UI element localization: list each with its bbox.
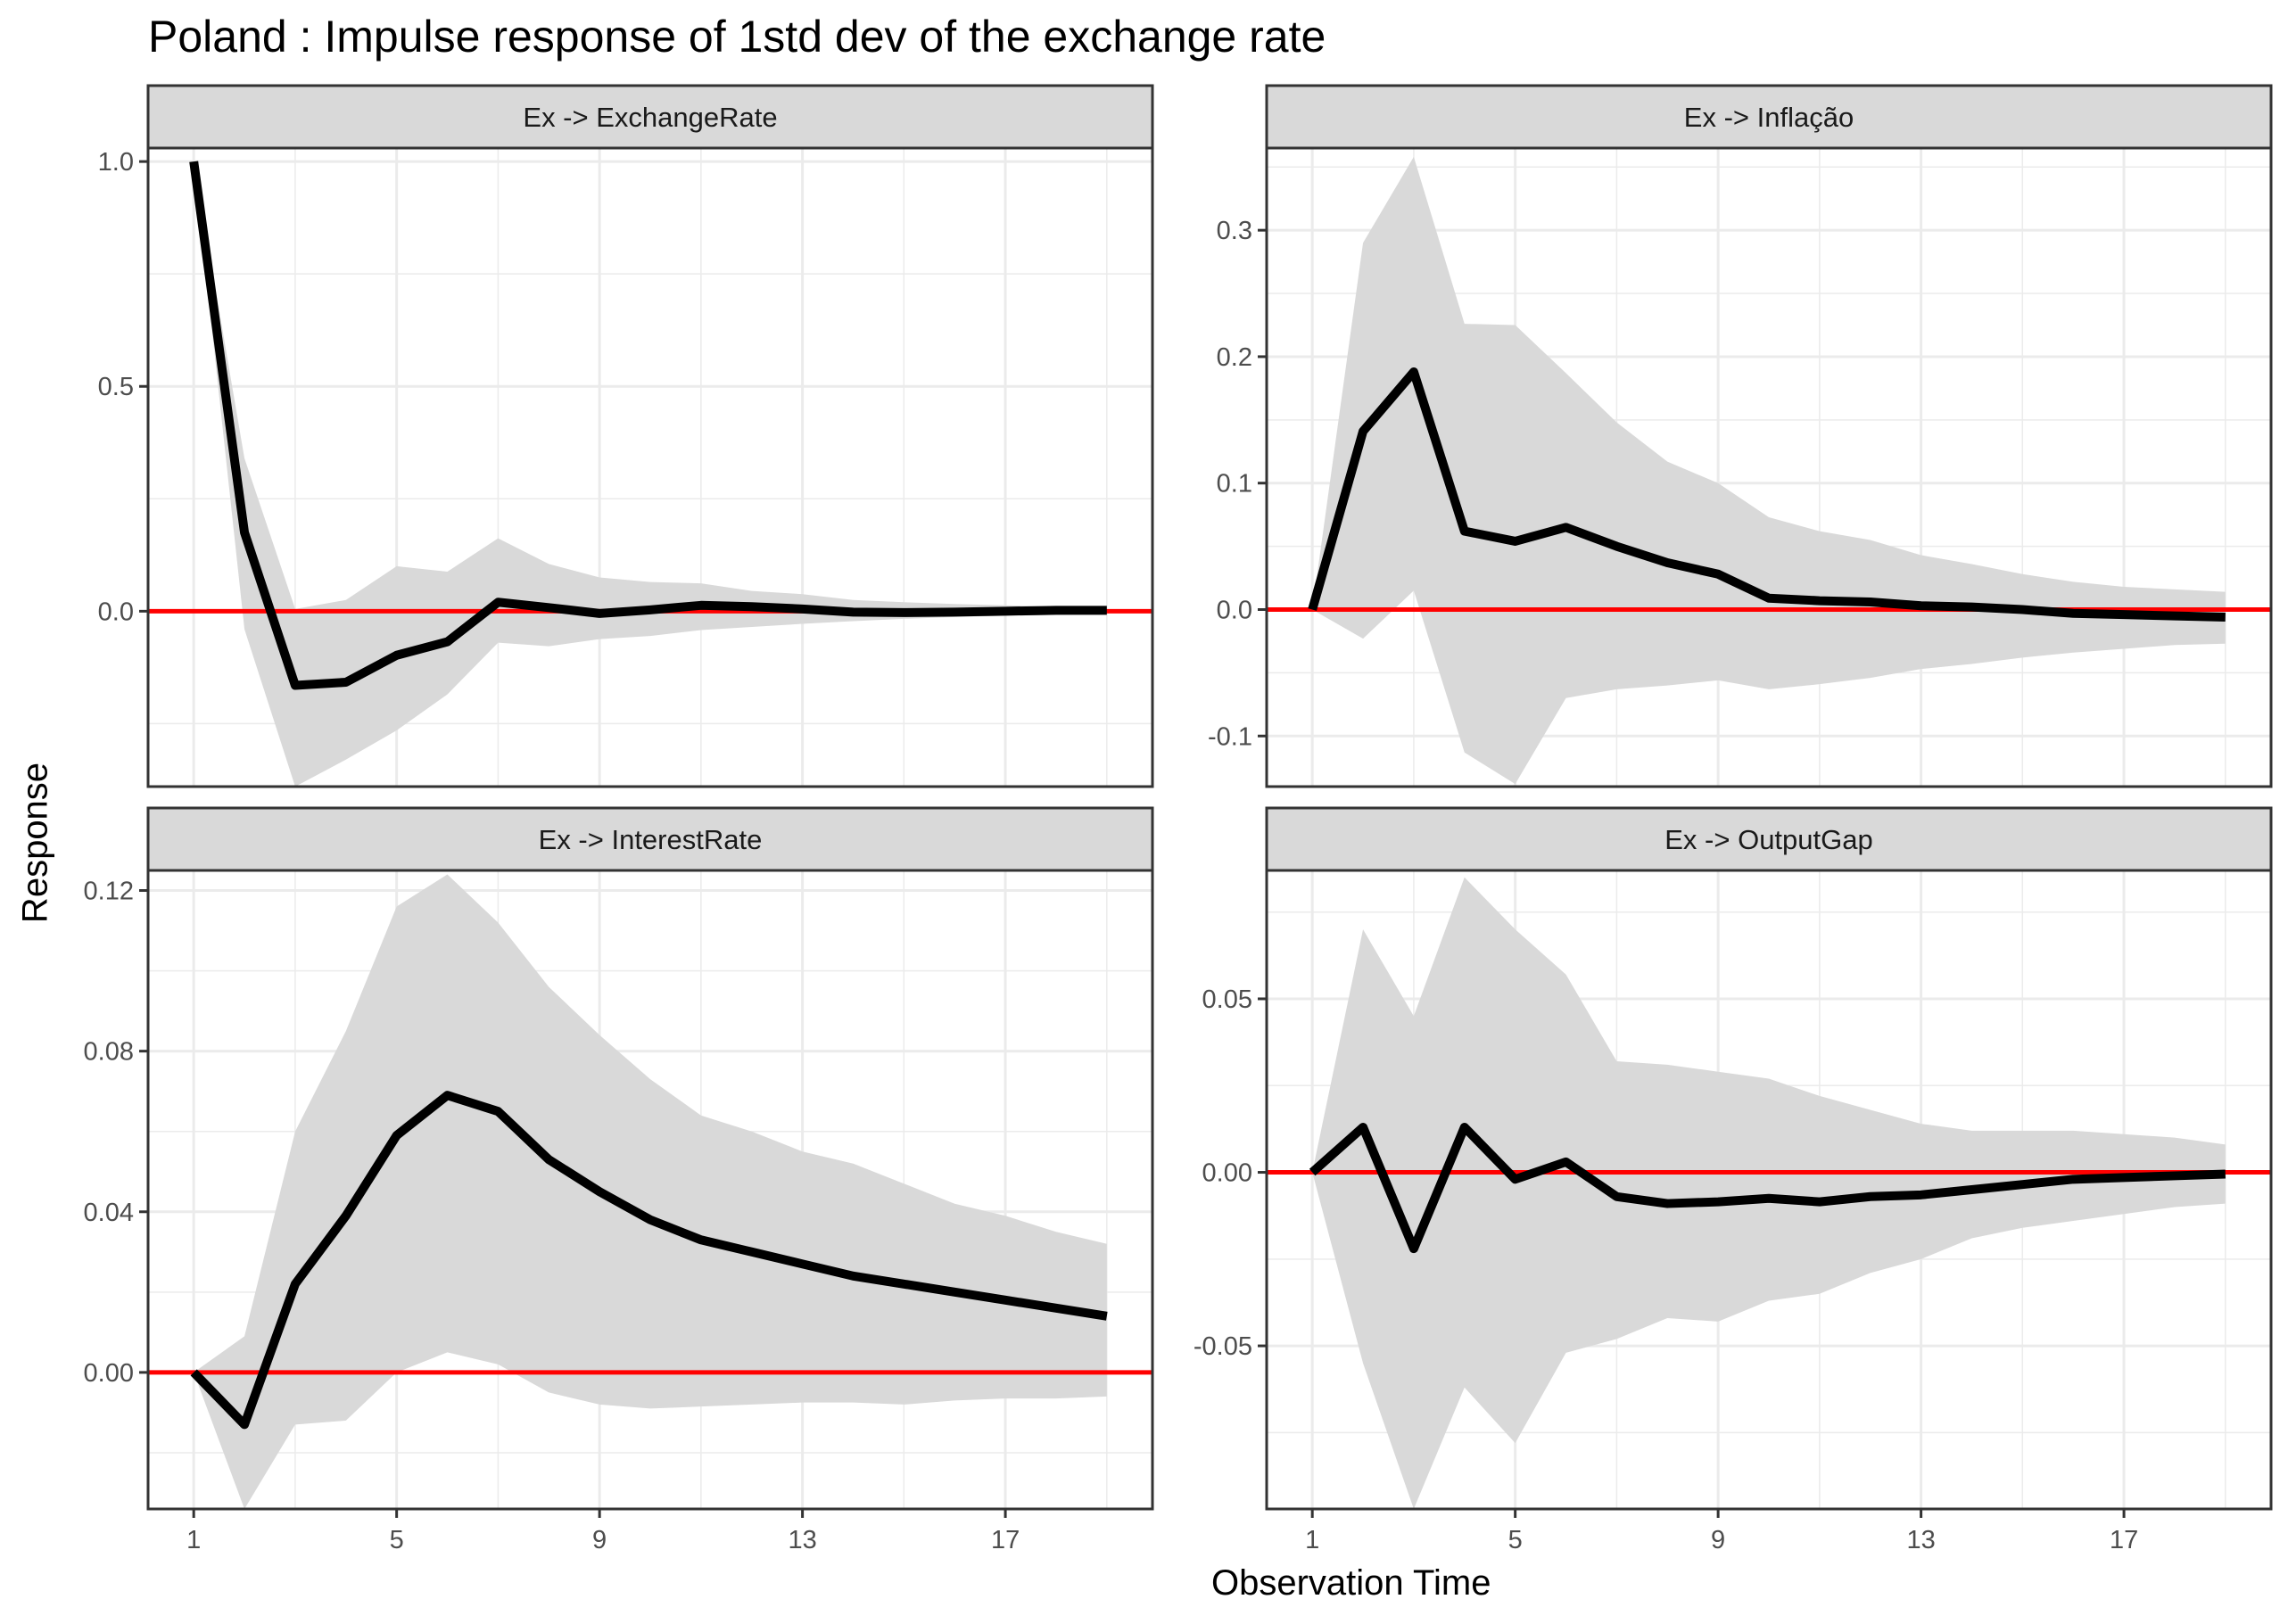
facet-panel-4: Ex -> OutputGap -0.05 0.00 0.05 1 5 9 13 17 [1194,806,2273,1554]
x-tick-label: 5 [390,1526,404,1554]
y-tick-label: 0.3 [1217,217,1252,245]
x-tick-label: 17 [2110,1526,2138,1554]
facet-strip-label: Ex -> ExchangeRate [523,102,777,133]
facet-strip [1265,806,2273,872]
confidence-band [194,874,1107,1509]
x-tick-label: 5 [1508,1526,1523,1554]
x-tick-label: 13 [788,1526,816,1554]
facet-strip [146,84,1154,150]
facet-panel-1: Ex -> ExchangeRate 0.0 0.5 1.0 [98,84,1154,788]
panel-data [148,161,1152,787]
confidence-band [1312,877,2226,1509]
y-tick-label: 0.1 [1217,470,1252,499]
y-tick-label: 0.05 [1202,985,1252,1014]
y-tick-label: 0.08 [84,1038,134,1067]
facet-strip [1265,84,2273,150]
panel-data [1267,156,2271,785]
y-tick-label: 0.00 [1202,1159,1252,1188]
x-tick-label: 9 [1711,1526,1725,1554]
x-tick-label: 9 [592,1526,607,1554]
facet-panel-3: Ex -> InterestRate 0.00 0.04 0.08 0.12 1 5 9 13 1… [84,806,1154,1554]
response-line [190,1091,1108,1430]
y-tick-label: 0.5 [98,373,134,401]
x-axis-label: Observation Time [1211,1563,1491,1603]
y-tick-label: -0.05 [1194,1332,1252,1361]
y-tick-label: 0.04 [84,1199,134,1227]
y-tick-label: -0.1 [1208,722,1252,751]
confidence-band [194,161,1107,787]
x-tick-label: 1 [1305,1526,1319,1554]
facet-strip-label: Ex -> InterestRate [539,824,763,855]
facet-strip-label: Ex -> Inflação [1684,102,1854,133]
response-line [1308,367,2226,622]
x-tick-label: 13 [1906,1526,1935,1554]
response-line [189,161,1107,690]
response-line [1309,1122,2226,1254]
facet-strip [146,806,1154,872]
confidence-band [1312,156,2226,785]
y-tick-label: 0.12 [84,878,134,906]
facet-strip-label: Ex -> OutputGap [1664,824,1872,855]
panel-data [1267,877,2271,1509]
y-tick-label: 1.0 [98,148,134,177]
y-tick-label: 0.0 [98,598,134,626]
x-tick-label: 17 [991,1526,1020,1554]
y-tick-label: 0.2 [1217,343,1252,372]
x-tick-label: 1 [186,1526,201,1554]
panel-data [148,874,1152,1509]
chart-title: Poland : Impulse response of 1std dev of… [148,12,1326,62]
facet-panel-2: Ex -> Inflação -0.1 0.0 0.1 0.2 0.3 [1208,84,2273,788]
y-tick-label: 0.0 [1217,597,1252,625]
y-tick-label: 0.00 [84,1359,134,1388]
